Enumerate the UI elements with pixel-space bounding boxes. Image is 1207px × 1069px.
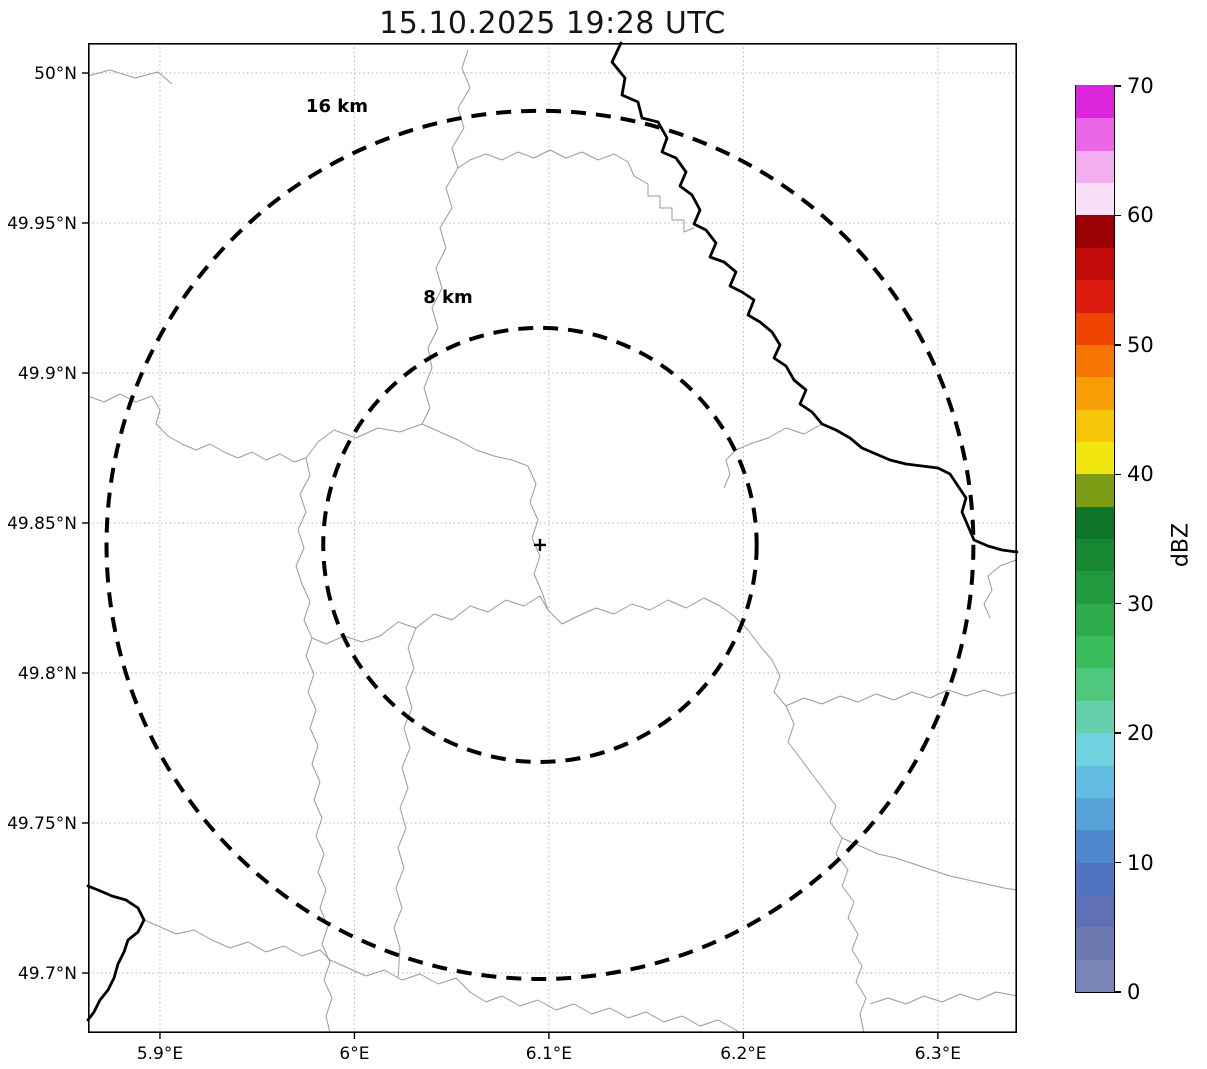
colorbar-segment — [1076, 861, 1114, 895]
admin-boundary-line — [87, 393, 307, 463]
colorbar-segment — [1076, 441, 1114, 475]
x-tick-label: 5.9°E — [137, 1044, 183, 1064]
admin-boundary-line — [421, 49, 471, 425]
x-tick-label: 6.3°E — [915, 1044, 961, 1064]
y-tick-label: 49.85°N — [7, 514, 77, 534]
colorbar-segment — [1076, 473, 1114, 507]
colorbar-segment — [1076, 538, 1114, 572]
colorbar-tick-label: 60 — [1127, 203, 1154, 228]
colorbar-segment — [1076, 700, 1114, 734]
y-tick-label: 49.9°N — [18, 364, 77, 384]
map-plot-area: 5.9°E 6°E 6.1°E 6.2°E 6.3°E 50°N 49.95°N 49.9°N… — [7, 41, 1019, 1064]
range-ring-8km — [321, 325, 759, 764]
admin-boundary-line — [295, 423, 423, 1034]
colorbar-segment — [1076, 376, 1114, 410]
radar-site-marker — [533, 538, 546, 551]
x-tick-label: 6°E — [339, 1044, 369, 1064]
colorbar-tick-mark — [1114, 85, 1121, 87]
colorbar-tick-mark — [1114, 473, 1121, 476]
colorbar-tick-label: 20 — [1127, 721, 1154, 746]
colorbar-tick-mark — [1114, 344, 1121, 346]
colorbar-segment — [1076, 506, 1114, 539]
admin-boundary-line — [785, 689, 1018, 707]
admin-boundary-line — [143, 919, 741, 1034]
plot-frame — [88, 43, 1018, 1034]
plot-title: 15.10.2025 19:28 UTC — [379, 6, 726, 41]
colorbar-axis-label: dBZ — [1168, 522, 1194, 568]
admin-boundary-line — [421, 423, 529, 467]
admin-boundary-line — [311, 595, 787, 707]
range-ring-16km — [104, 108, 976, 981]
colorbar-tick-mark — [1114, 214, 1121, 217]
colorbar-segment — [1076, 85, 1114, 119]
map-canvas: 5.9°E 6°E 6.1°E 6.2°E 6.3°E 50°N 49.95°N 49.9°N… — [7, 41, 1019, 1064]
admin-boundary-line — [457, 149, 695, 233]
range-ring-label: 8 km — [423, 287, 473, 308]
colorbar-segment — [1076, 732, 1114, 766]
colorbar-tick-mark — [1114, 991, 1121, 993]
y-tick-label: 49.95°N — [7, 214, 77, 234]
colorbar-tick-mark — [1114, 861, 1121, 864]
colorbar-segment — [1076, 344, 1114, 378]
x-tick-label: 6.1°E — [526, 1044, 572, 1064]
admin-boundary-line — [841, 837, 1018, 891]
colorbar: 0 10 20 30 40 50 60 70 — [1075, 74, 1154, 1004]
admin-boundary-line — [983, 559, 1017, 619]
colorbar-segment — [1076, 570, 1114, 604]
colorbar-tick-label: 10 — [1127, 850, 1154, 875]
colorbar-segment — [1076, 635, 1114, 669]
country-border-river-line — [86, 884, 146, 1022]
colorbar-segment — [1076, 279, 1114, 313]
colorbar-segment — [1076, 603, 1114, 637]
colorbar-segment — [1076, 150, 1114, 184]
colorbar-segment — [1076, 667, 1114, 701]
colorbar-tick-label: 30 — [1127, 591, 1154, 616]
range-ring-label: 16 km — [306, 96, 368, 117]
admin-boundary-line — [869, 991, 1018, 1005]
colorbar-tick-label: 50 — [1127, 332, 1154, 357]
colorbar-segment — [1076, 247, 1114, 281]
admin-boundary-line — [785, 705, 867, 1034]
colorbar-segment — [1076, 214, 1114, 248]
y-tick-label: 49.8°N — [18, 664, 77, 684]
colorbar-segment — [1076, 894, 1114, 928]
colorbar-segment — [1076, 117, 1114, 151]
colorbar-tick-mark — [1114, 732, 1121, 734]
admin-boundary-line — [393, 627, 417, 979]
colorbar-segment — [1076, 926, 1114, 960]
colorbar-segment — [1076, 764, 1114, 798]
y-tick-label: 49.75°N — [7, 814, 77, 834]
country-border-river-line — [610, 41, 1019, 554]
colorbar-segment — [1076, 408, 1114, 442]
colorbar-tick-label: 70 — [1127, 74, 1154, 98]
colorbar-segment — [1076, 829, 1114, 863]
colorbar-tick-label: 40 — [1127, 462, 1154, 487]
x-tick-label: 6.2°E — [720, 1044, 766, 1064]
colorbar-tick-label: 0 — [1127, 980, 1141, 1004]
colorbar-segment — [1076, 959, 1114, 992]
colorbar-tick-mark — [1114, 602, 1121, 605]
admin-boundary-line — [87, 69, 173, 85]
colorbar-segment — [1076, 311, 1114, 345]
y-tick-label: 49.7°N — [18, 964, 77, 984]
colorbar-segment — [1076, 797, 1114, 831]
colorbar-segment — [1076, 182, 1114, 216]
admin-boundary-line — [527, 465, 549, 611]
admin-boundary-line — [723, 423, 823, 489]
y-tick-label: 50°N — [34, 64, 77, 84]
